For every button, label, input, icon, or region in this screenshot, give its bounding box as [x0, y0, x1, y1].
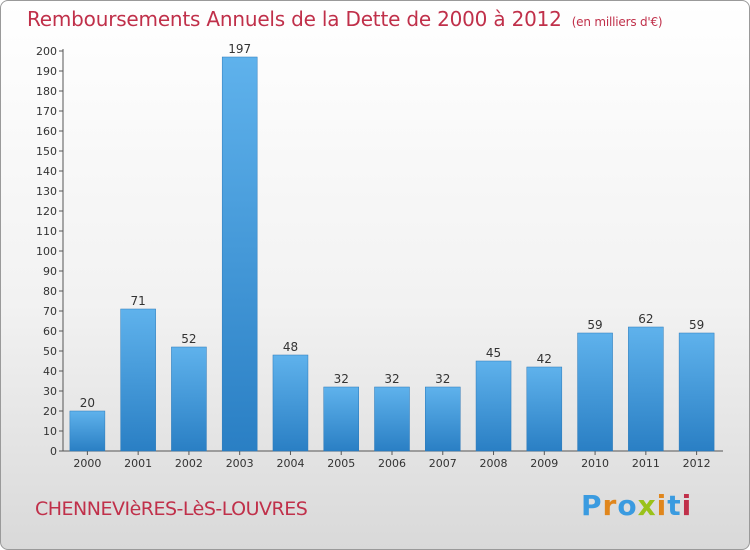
- x-tick-label-2008: 2008: [480, 457, 508, 470]
- value-label-2000: 20: [80, 396, 95, 410]
- value-label-2010: 59: [587, 318, 602, 332]
- bar-2010[interactable]: [577, 332, 613, 452]
- y-tick-label: 140: [36, 165, 57, 178]
- logo-letter: x: [637, 489, 657, 522]
- value-label-2005: 32: [334, 372, 349, 386]
- value-label-2008: 45: [486, 346, 501, 360]
- value-label-2002: 52: [181, 332, 196, 346]
- x-tick-label-2006: 2006: [378, 457, 406, 470]
- chart-title: Remboursements Annuels de la Dette de 20…: [27, 7, 663, 31]
- y-tick-label: 60: [43, 325, 57, 338]
- y-tick-label: 70: [43, 305, 57, 318]
- bar-2000[interactable]: [69, 410, 106, 452]
- bar-2008[interactable]: [475, 360, 512, 452]
- bar-2011[interactable]: [628, 326, 664, 452]
- x-tick-label-2011: 2011: [632, 457, 660, 470]
- value-label-2001: 71: [131, 294, 146, 308]
- x-tick-label-2000: 2000: [73, 457, 101, 470]
- logo-letter: i: [681, 489, 693, 522]
- y-tick-label: 190: [36, 65, 57, 78]
- value-label-2003: 197: [228, 42, 251, 56]
- y-tick-label: 30: [43, 385, 57, 398]
- x-tick-label-2012: 2012: [683, 457, 711, 470]
- bar-2002[interactable]: [171, 346, 207, 452]
- bar-2005[interactable]: [323, 386, 359, 452]
- y-tick-label: 20: [43, 405, 57, 418]
- logo-letter: r: [602, 489, 618, 522]
- axes: 0 10 20 30 40 50 60 70 80 90 100 110 120 130 140 150 160…: [36, 45, 723, 470]
- value-label-2004: 48: [283, 340, 298, 354]
- y-tick-label: 160: [36, 125, 57, 138]
- title-text: Remboursements Annuels de la Dette de 20…: [27, 7, 562, 31]
- bar-2009[interactable]: [526, 366, 563, 452]
- y-tick-label: 120: [36, 205, 57, 218]
- y-tick-label: 170: [36, 105, 57, 118]
- y-tick-label: 50: [43, 345, 57, 358]
- bar-2004[interactable]: [272, 354, 309, 452]
- y-tick-label: 180: [36, 85, 57, 98]
- value-label-2007: 32: [435, 372, 450, 386]
- unit-label: (en milliers d'€): [571, 15, 663, 29]
- value-label-2012: 59: [689, 318, 704, 332]
- x-tick-label-2005: 2005: [327, 457, 355, 470]
- proxiti-logo[interactable]: Proxiti: [581, 489, 692, 522]
- bars: 20 71 52 197 48 32 32 32 45 42 59 62 59: [69, 42, 715, 452]
- y-tick-label: 80: [43, 285, 57, 298]
- x-tick-label-2004: 2004: [276, 457, 304, 470]
- y-tick-label: 0: [50, 445, 57, 458]
- y-tick-label: 110: [36, 225, 57, 238]
- bar-2007[interactable]: [425, 386, 461, 452]
- logo-letter: P: [581, 489, 603, 522]
- value-label-2006: 32: [384, 372, 399, 386]
- y-tick-label: 130: [36, 185, 57, 198]
- commune-name: CHENNEVIèRES-LèS-LOUVRES: [35, 498, 308, 520]
- y-tick-label: 100: [36, 245, 57, 258]
- x-tick-label-2009: 2009: [530, 457, 558, 470]
- value-label-2009: 42: [537, 352, 552, 366]
- y-tick-label: 200: [36, 45, 57, 58]
- logo-letter: o: [617, 489, 638, 522]
- value-label-2011: 62: [638, 312, 653, 326]
- x-tick-label-2007: 2007: [429, 457, 457, 470]
- logo-letter: i: [656, 489, 668, 522]
- x-tick-label-2002: 2002: [175, 457, 203, 470]
- bar-2012[interactable]: [678, 332, 715, 452]
- y-tick-label: 150: [36, 145, 57, 158]
- bar-2001[interactable]: [120, 308, 156, 452]
- bar-2006[interactable]: [374, 386, 410, 452]
- bar-2003[interactable]: [221, 56, 258, 452]
- x-tick-label-2010: 2010: [581, 457, 609, 470]
- y-tick-label: 90: [43, 265, 57, 278]
- x-tick-label-2001: 2001: [124, 457, 152, 470]
- y-tick-label: 10: [43, 425, 57, 438]
- x-tick-label-2003: 2003: [226, 457, 254, 470]
- logo-letter: t: [667, 489, 682, 522]
- y-tick-label: 40: [43, 365, 57, 378]
